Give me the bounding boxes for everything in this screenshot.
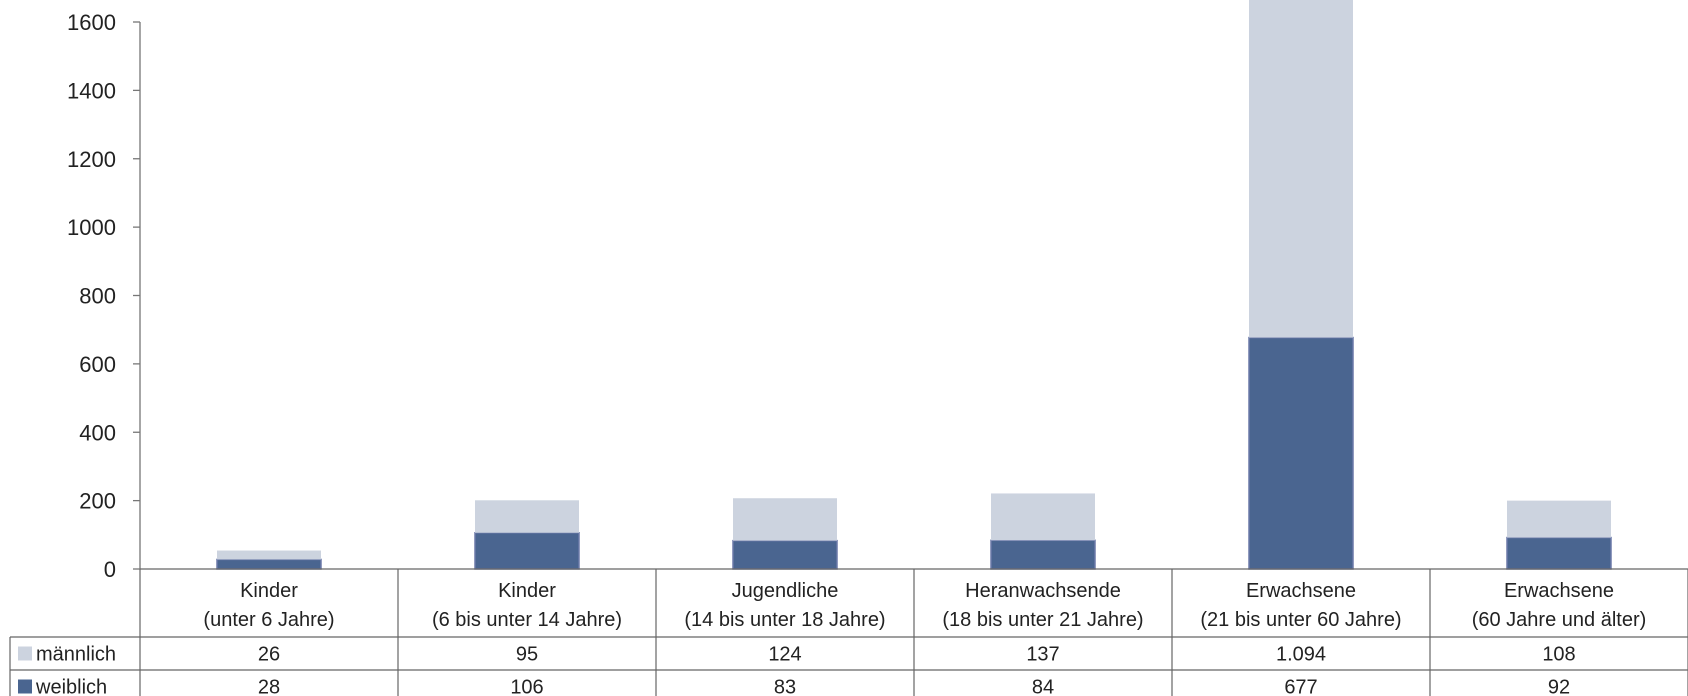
legend-label: weiblich (35, 677, 107, 696)
category-label: Erwachsene (21 bis unter 60 Jahre) (1200, 580, 1401, 631)
y-tick-label: 0 (104, 557, 116, 582)
bar-segment-weiblich (732, 539, 838, 570)
table-cell-value: 106 (510, 677, 543, 696)
bar-segment-weiblich (1248, 336, 1354, 570)
table-cell-value: 26 (258, 644, 280, 666)
y-tick-label: 1600 (67, 10, 116, 35)
bar-segment-weiblich (474, 532, 580, 570)
y-tick-label: 1400 (67, 78, 116, 103)
bar-segment-mnnlich (733, 498, 837, 541)
y-tick-label: 600 (79, 352, 116, 377)
category-label: Erwachsene (60 Jahre und älter) (1472, 580, 1647, 631)
y-axis: 0 200 400 600 800 1000 1200 1400 1600 (67, 10, 141, 582)
y-tick-label: 400 (79, 420, 116, 445)
table-cell-value: 108 (1542, 644, 1575, 666)
bar-segment-mnnlich (1507, 500, 1611, 538)
table-cell-value: 92 (1548, 677, 1570, 696)
table-cell-value: 124 (768, 644, 801, 666)
bar-segment-weiblich (990, 539, 1096, 570)
table-cell-value: 137 (1026, 644, 1059, 666)
table-cell-value: 83 (774, 677, 796, 696)
category-label: Kinder (unter 6 Jahre) (203, 580, 334, 631)
table-cell-value: 28 (258, 677, 280, 696)
bar-segment-mnnlich (475, 500, 579, 533)
table-cell-value: 1.094 (1276, 644, 1326, 666)
data-table: Kinder (unter 6 Jahre) Kinder (6 bis unter … (9, 568, 1688, 696)
table-cell-value: 95 (516, 644, 538, 666)
bar-segment-mnnlich (217, 550, 321, 560)
bar-segment-weiblich (216, 558, 322, 570)
bar-segment-weiblich (1506, 536, 1612, 570)
y-tick-label: 1200 (67, 147, 116, 172)
y-tick-label: 800 (79, 284, 116, 309)
bars (216, 0, 1612, 570)
table-cell-value: 84 (1032, 677, 1054, 696)
table-cell-value: 677 (1284, 677, 1317, 696)
bar-segment-mnnlich (991, 493, 1095, 541)
y-tick-label: 200 (79, 489, 116, 514)
category-label: Jugendliche (14 bis unter 18 Jahre) (684, 580, 885, 631)
legend-label: männlich (36, 644, 116, 666)
legend-key-weiblich (18, 679, 32, 694)
bar-segment-mnnlich (1249, 0, 1353, 338)
y-tick-label: 1000 (67, 215, 116, 240)
category-label: Kinder (6 bis unter 14 Jahre) (432, 580, 622, 631)
category-label: Heranwachsende (18 bis unter 21 Jahre) (942, 580, 1143, 631)
legend-key-maennlich (18, 646, 32, 661)
